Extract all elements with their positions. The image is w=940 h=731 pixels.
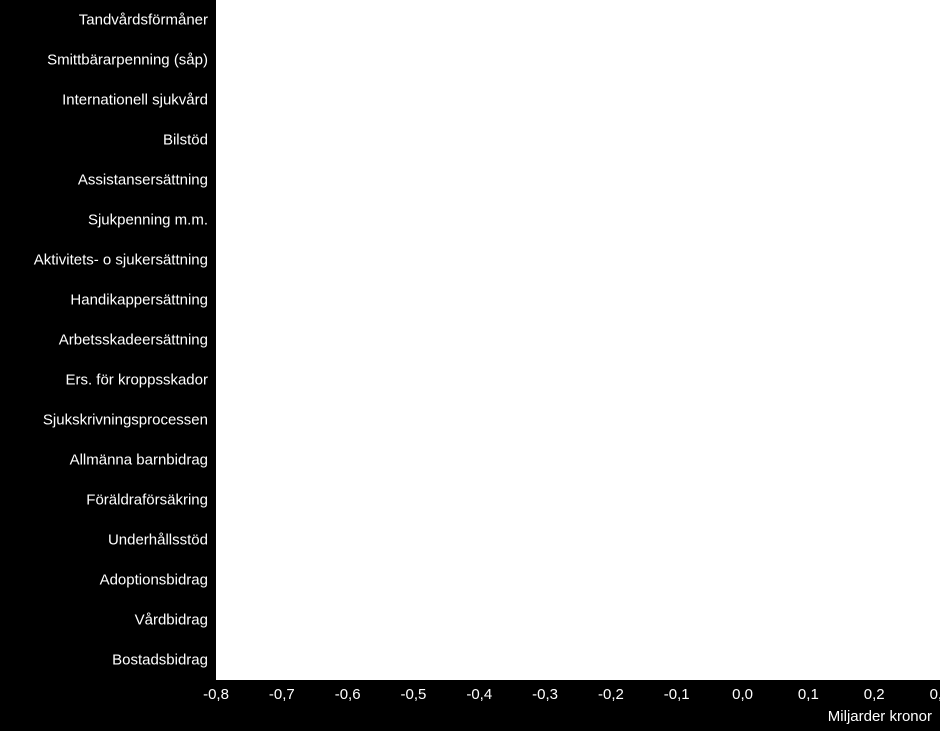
y-axis-label: Vårdbidrag bbox=[135, 612, 208, 629]
y-axis-label: Handikappersättning bbox=[70, 292, 208, 309]
y-axis-label: Adoptionsbidrag bbox=[100, 572, 208, 589]
y-axis-label: Arbetsskadeersättning bbox=[59, 332, 208, 349]
y-axis-label: Sjukpenning m.m. bbox=[88, 212, 208, 229]
y-axis-label: Allmänna barnbidrag bbox=[70, 452, 208, 469]
y-axis-label: Aktivitets- o sjukersättning bbox=[34, 252, 208, 269]
y-axis-label: Tandvårdsförmåner bbox=[79, 12, 208, 29]
y-axis-label: Internationell sjukvård bbox=[62, 92, 208, 109]
x-axis-tick-label: -0,7 bbox=[269, 686, 295, 703]
x-axis-tick-label: -0,4 bbox=[466, 686, 492, 703]
x-axis-tick-label: 0,2 bbox=[864, 686, 885, 703]
x-axis-title: Miljarder kronor bbox=[828, 708, 932, 725]
y-axis-label: Smittbärarpenning (såp) bbox=[47, 52, 208, 69]
y-axis-label: Bostadsbidrag bbox=[112, 652, 208, 669]
x-axis-tick-label: -0,2 bbox=[598, 686, 624, 703]
chart-container: Tandvårdsförmåner Smittbärarpenning (såp)… bbox=[0, 0, 940, 731]
plot-area bbox=[216, 0, 940, 680]
x-axis-tick-label: 0,3 bbox=[930, 686, 940, 703]
y-axis-label: Föräldraförsäkring bbox=[86, 492, 208, 509]
y-axis-label: Ers. för kroppsskador bbox=[65, 372, 208, 389]
x-axis-tick-label: 0,1 bbox=[798, 686, 819, 703]
x-axis-tick-label: -0,3 bbox=[532, 686, 558, 703]
y-axis-label: Bilstöd bbox=[163, 132, 208, 149]
x-axis-tick-label: -0,1 bbox=[664, 686, 690, 703]
x-axis-tick-label: 0,0 bbox=[732, 686, 753, 703]
x-axis-tick-label: -0,8 bbox=[203, 686, 229, 703]
y-axis-label: Assistansersättning bbox=[78, 172, 208, 189]
y-axis-label: Underhållsstöd bbox=[108, 532, 208, 549]
x-axis-tick-label: -0,5 bbox=[401, 686, 427, 703]
y-axis-label: Sjukskrivningsprocessen bbox=[43, 412, 208, 429]
x-axis-tick-label: -0,6 bbox=[335, 686, 361, 703]
